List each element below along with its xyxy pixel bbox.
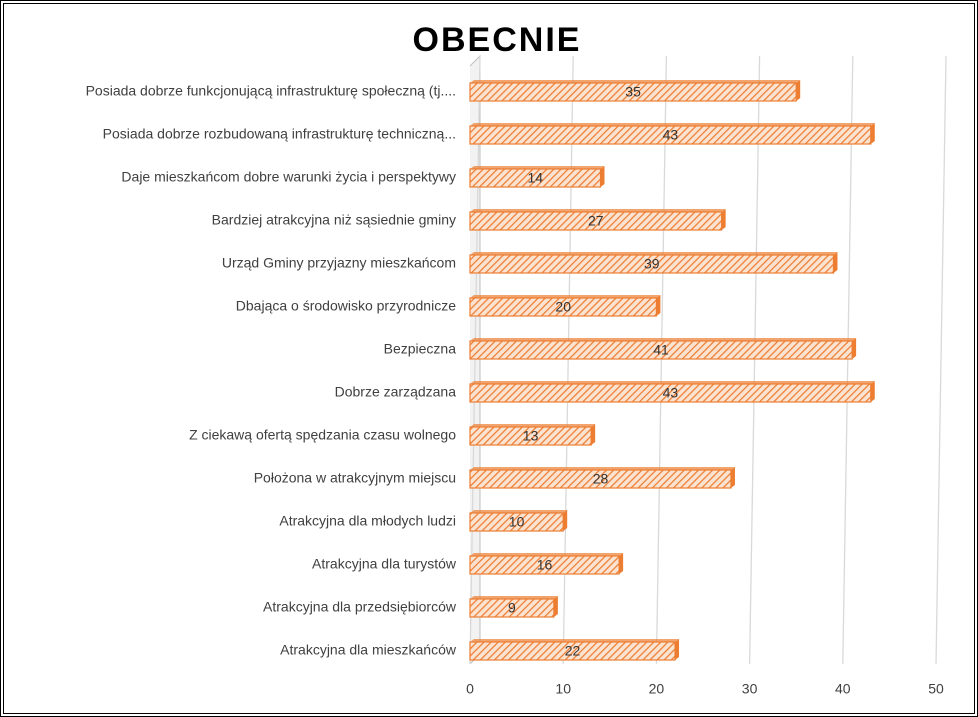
grid-line bbox=[748, 55, 761, 665]
data-label: 39 bbox=[644, 256, 660, 272]
y-tick-label: Atrakcyjna dla turystów bbox=[312, 556, 457, 572]
data-label: 9 bbox=[508, 600, 516, 616]
bar-side bbox=[870, 123, 875, 144]
bar-side bbox=[675, 639, 680, 660]
bar-side bbox=[591, 424, 596, 445]
bar bbox=[469, 512, 564, 532]
bar-side bbox=[656, 295, 661, 316]
y-tick-label: Posiada dobrze rozbudowaną infrastruktur… bbox=[103, 126, 456, 142]
bar bbox=[469, 82, 797, 102]
bar bbox=[469, 383, 872, 403]
bar bbox=[469, 340, 853, 360]
bar-side bbox=[721, 209, 726, 230]
bar-side bbox=[619, 553, 624, 574]
bar-top bbox=[470, 424, 596, 427]
y-tick-label: Położona w atrakcyjnym miejscu bbox=[254, 470, 456, 486]
bar-top bbox=[470, 123, 875, 126]
bar-top bbox=[470, 553, 624, 556]
x-tick-label: 40 bbox=[835, 681, 851, 697]
data-label: 41 bbox=[653, 342, 669, 358]
x-tick-label: 30 bbox=[742, 681, 758, 697]
data-label: 35 bbox=[625, 84, 641, 100]
data-label: 13 bbox=[523, 428, 539, 444]
data-label: 43 bbox=[663, 127, 679, 143]
y-tick-label: Bardziej atrakcyjna niż sąsiednie gminy bbox=[212, 212, 456, 228]
bar-top bbox=[470, 338, 857, 341]
bar bbox=[469, 598, 555, 618]
data-label: 10 bbox=[509, 514, 525, 530]
data-label: 28 bbox=[593, 471, 609, 487]
grid-line bbox=[655, 55, 668, 665]
x-tick-label: 50 bbox=[928, 681, 944, 697]
chart: OBECNIE 0 10 20 30 40 50 Posiada dobrze funkcj… bbox=[86, 21, 947, 697]
bar bbox=[469, 125, 872, 145]
y-tick-label: Dbająca o środowisko przyrodnicze bbox=[236, 298, 456, 314]
bar-side bbox=[796, 80, 801, 101]
y-tick-label: Atrakcyjna dla młodych ludzi bbox=[279, 513, 456, 529]
bar bbox=[469, 211, 723, 231]
y-tick-label: Urząd Gminy przyjazny mieszkańcom bbox=[222, 255, 456, 271]
x-tick-label: 10 bbox=[555, 681, 571, 697]
x-tick-label: 20 bbox=[649, 681, 665, 697]
y-tick-label: Atrakcyjna dla przedsiębiorców bbox=[263, 599, 457, 615]
bar bbox=[469, 168, 602, 188]
bar-side bbox=[553, 596, 558, 617]
chart-title: OBECNIE bbox=[413, 21, 582, 59]
y-tick-label: Bezpieczna bbox=[384, 341, 457, 357]
grid-line bbox=[842, 55, 854, 665]
grid-line bbox=[935, 55, 947, 665]
y-tick-label: Daje mieszkańcom dobre warunki życia i p… bbox=[121, 169, 456, 185]
bar bbox=[469, 254, 835, 274]
bar-top bbox=[470, 166, 605, 169]
x-tick-label: 0 bbox=[466, 681, 474, 697]
bar-top bbox=[470, 639, 680, 642]
y-tick-label: Posiada dobrze funkcjonującą infrastrukt… bbox=[86, 83, 456, 99]
bar-side bbox=[600, 166, 605, 187]
y-tick-label: Atrakcyjna dla mieszkańców bbox=[280, 642, 457, 658]
bar-side bbox=[833, 252, 838, 273]
bar bbox=[469, 426, 592, 446]
bar-top bbox=[470, 467, 735, 470]
bar-side bbox=[563, 510, 568, 531]
data-label: 27 bbox=[588, 213, 604, 229]
bar-top bbox=[470, 596, 558, 599]
bar bbox=[469, 555, 620, 575]
bar bbox=[469, 469, 732, 489]
bar-top bbox=[470, 80, 801, 83]
data-label: 43 bbox=[663, 385, 679, 401]
data-label: 16 bbox=[537, 557, 553, 573]
data-label: 22 bbox=[565, 643, 581, 659]
bar-top bbox=[470, 295, 661, 298]
bar-top bbox=[470, 252, 838, 255]
bar-side bbox=[870, 381, 875, 402]
bar bbox=[469, 297, 657, 317]
bar-side bbox=[730, 467, 735, 488]
data-label: 14 bbox=[527, 170, 543, 186]
bar-top bbox=[470, 209, 726, 212]
bar bbox=[469, 641, 676, 661]
bar-top bbox=[470, 381, 875, 384]
y-tick-label: Z ciekawą ofertą spędzania czasu wolnego bbox=[189, 427, 456, 443]
bar-side bbox=[852, 338, 857, 359]
data-label: 20 bbox=[555, 299, 571, 315]
bar-top bbox=[470, 510, 568, 513]
y-tick-label: Dobrze zarządzana bbox=[335, 384, 457, 400]
